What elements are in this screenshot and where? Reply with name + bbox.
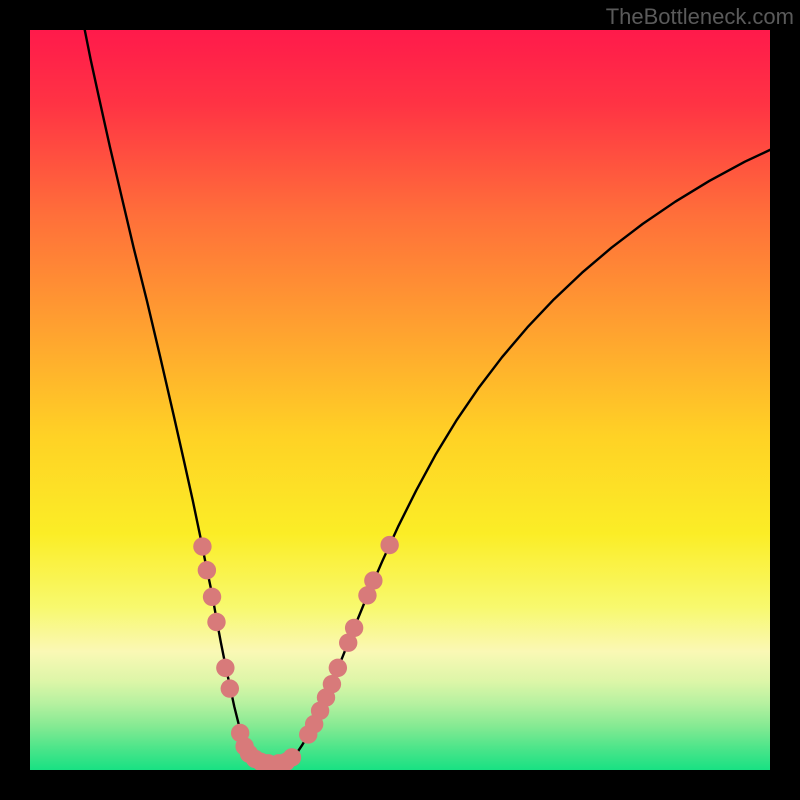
curve-marker [198,561,216,579]
curve-marker [364,571,382,589]
chart-background [30,30,770,770]
curve-marker [216,659,234,677]
curve-marker [207,613,225,631]
v-curve-chart [0,0,800,800]
curve-marker [329,659,347,677]
curve-marker [323,675,341,693]
watermark-text: TheBottleneck.com [606,4,794,30]
curve-marker [380,536,398,554]
curve-marker [221,679,239,697]
chart-frame: TheBottleneck.com [0,0,800,800]
curve-marker [283,748,301,766]
curve-marker [345,619,363,637]
curve-marker [203,588,221,606]
curve-marker [193,537,211,555]
